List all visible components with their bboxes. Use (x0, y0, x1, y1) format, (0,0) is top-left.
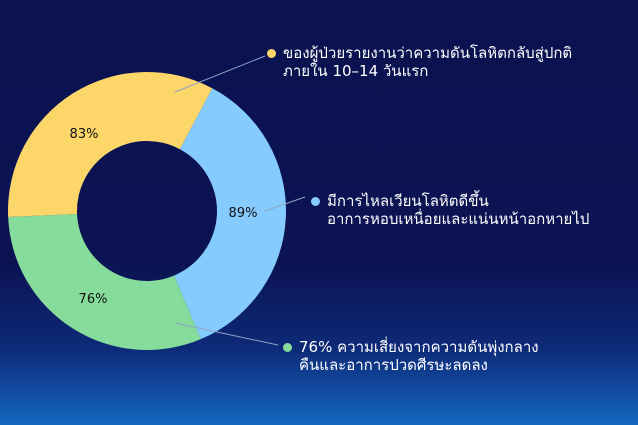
legend-dot-blue (311, 197, 320, 206)
donut-slice-83 (8, 71, 213, 218)
slice-label-76: 76% (79, 292, 108, 307)
legend-text-83-line2: ภายใน 10–14 วันแรก (283, 62, 429, 80)
legend-text-76-line2: คืนและอาการปวดศีรษะลดลง (299, 356, 488, 374)
slice-label-89: 89% (229, 206, 258, 221)
leader-line-76 (174, 322, 279, 346)
legend-text-89-line1: มีการไหลเวียนโลหิตดีขึ้น (327, 192, 489, 210)
leader-line-83 (174, 55, 266, 93)
slice-label-83: 83% (70, 127, 99, 142)
legend-text-89-line2: อาการหอบเหนื่อยและแน่นหน้าอกหายไป (327, 210, 590, 228)
legend-text-76-line1: 76% ความเสี่ยงจากความดันพุ่งกลาง (299, 338, 539, 356)
legend-dot-green (283, 343, 292, 352)
legend-text-83-line1: ของผู้ป่วยรายงานว่าความดันโลหิตกลับสู่ปก… (283, 44, 573, 62)
donut-slices (8, 71, 286, 350)
legend-item-76: 76% ความเสี่ยงจากความดันพุ่งกลาง คืนและอ… (283, 338, 539, 374)
donut-slice-76 (8, 214, 201, 350)
legend-dot-yellow (267, 49, 276, 58)
leader-lines (174, 55, 306, 346)
legend-item-83: ของผู้ป่วยรายงานว่าความดันโลหิตกลับสู่ปก… (267, 44, 572, 80)
legend-item-89: มีการไหลเวียนโลหิตดีขึ้น อาการหอบเหนื่อย… (311, 192, 589, 228)
donut-slice-89 (174, 88, 286, 340)
leader-line-89 (264, 196, 306, 212)
